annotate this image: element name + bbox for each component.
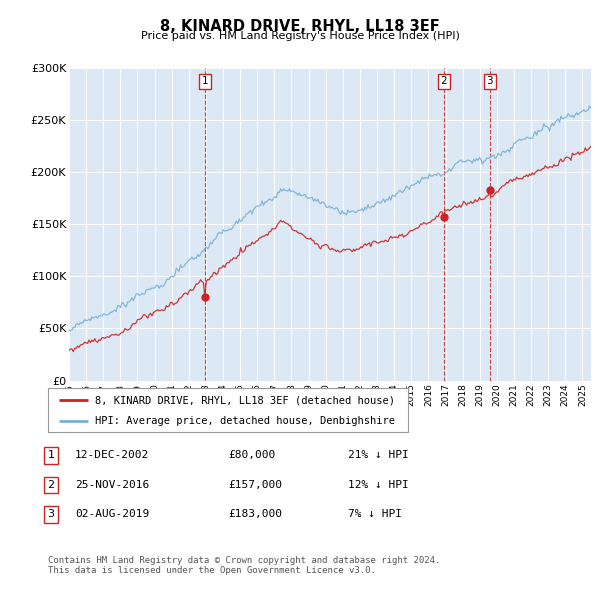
Text: 8, KINARD DRIVE, RHYL, LL18 3EF: 8, KINARD DRIVE, RHYL, LL18 3EF [160,19,440,34]
Text: 02-AUG-2019: 02-AUG-2019 [75,510,149,519]
Text: 7% ↓ HPI: 7% ↓ HPI [348,510,402,519]
Text: £157,000: £157,000 [228,480,282,490]
Text: 2: 2 [47,480,55,490]
Text: 12% ↓ HPI: 12% ↓ HPI [348,480,409,490]
Text: 25-NOV-2016: 25-NOV-2016 [75,480,149,490]
Text: 2: 2 [440,76,447,86]
Text: £80,000: £80,000 [228,451,275,460]
Text: Price paid vs. HM Land Registry's House Price Index (HPI): Price paid vs. HM Land Registry's House … [140,31,460,41]
Text: 1: 1 [202,76,208,86]
Text: 3: 3 [47,510,55,519]
Text: 8, KINARD DRIVE, RHYL, LL18 3EF (detached house): 8, KINARD DRIVE, RHYL, LL18 3EF (detache… [95,395,395,405]
Text: £183,000: £183,000 [228,510,282,519]
Text: 3: 3 [487,76,493,86]
Text: 21% ↓ HPI: 21% ↓ HPI [348,451,409,460]
Text: Contains HM Land Registry data © Crown copyright and database right 2024.
This d: Contains HM Land Registry data © Crown c… [48,556,440,575]
Text: 12-DEC-2002: 12-DEC-2002 [75,451,149,460]
Text: HPI: Average price, detached house, Denbighshire: HPI: Average price, detached house, Denb… [95,416,395,426]
Text: 1: 1 [47,451,55,460]
